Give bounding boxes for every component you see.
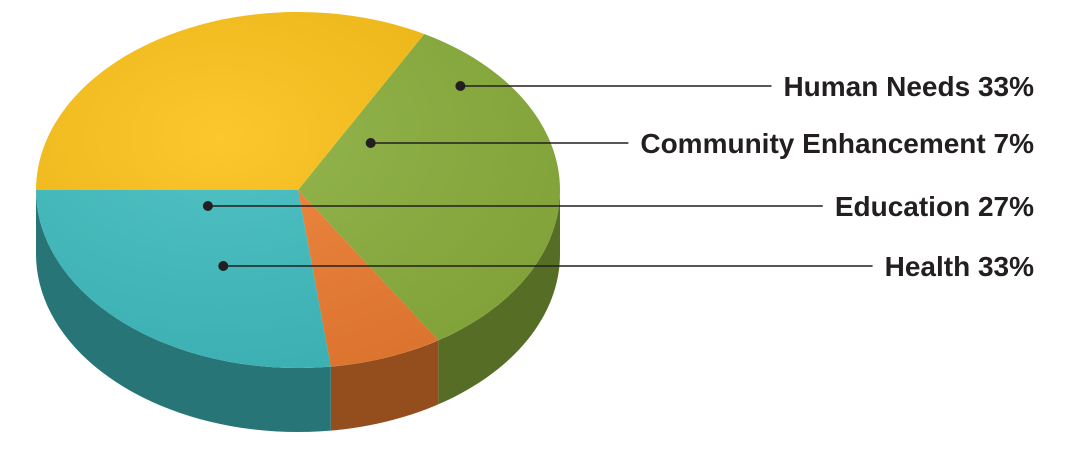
pie-top-shading: [36, 12, 560, 368]
leader-dot-human-needs: [455, 81, 466, 91]
pie-callouts: Human Needs 33% Community Enhancement 7% E…: [202, 71, 1034, 282]
leader-dot-health: [218, 261, 229, 271]
slice-label-education: Education 27%: [835, 191, 1034, 222]
pie-side-education: [36, 190, 331, 432]
slice-label-community-enhancement: Community Enhancement 7%: [640, 128, 1034, 159]
pie-side-community-enhancement: [330, 340, 439, 431]
pie-side-walls: [36, 190, 560, 432]
pie-top-faces: [36, 12, 560, 369]
slice-label-health: Health 33%: [885, 251, 1034, 282]
leader-dot-education: [202, 201, 213, 211]
slice-label-human-needs: Human Needs 33%: [783, 71, 1034, 102]
leader-dot-community-enhancement: [365, 138, 376, 148]
pie-side-human-needs: [438, 190, 560, 405]
